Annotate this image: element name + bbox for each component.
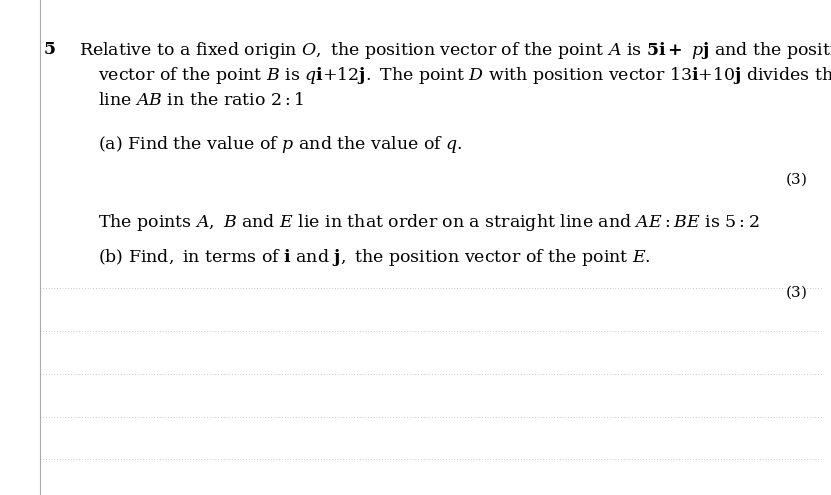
Text: $\mathrm{vector\ of\ the\ point\ }\mathit{B}\mathrm{\ is\ }\mathbf{\mathit{q}i}\: $\mathrm{vector\ of\ the\ point\ }\mathi…	[98, 65, 831, 86]
Text: $\mathrm{(b)\ Find,\ in\ terms\ of\ }\mathbf{i}\mathrm{\ and\ }\mathbf{j}\mathrm: $\mathrm{(b)\ Find,\ in\ terms\ of\ }\ma…	[98, 248, 651, 268]
Text: $\mathrm{(3)}$: $\mathrm{(3)}$	[785, 171, 808, 189]
Text: $\mathrm{(a)\ Find\ the\ value\ of\ }\mathit{p}\mathrm{\ and\ the\ value\ of\ }\: $\mathrm{(a)\ Find\ the\ value\ of\ }\ma…	[98, 134, 463, 154]
Text: $\mathbf{5}$: $\mathbf{5}$	[43, 40, 56, 57]
Text: $\mathrm{The\ points\ }\mathit{A}\mathrm{,\ }\mathit{B}\mathrm{\ and\ }\mathit{E: $\mathrm{The\ points\ }\mathit{A}\mathrm…	[98, 212, 760, 233]
Text: $\mathrm{Relative\ to\ a\ fixed\ origin\ }\mathit{O}\mathrm{,\ the\ position\ ve: $\mathrm{Relative\ to\ a\ fixed\ origin\…	[79, 40, 831, 60]
Text: $\mathrm{(3)}$: $\mathrm{(3)}$	[785, 283, 808, 301]
Text: $\mathrm{line\ }\mathit{AB}\mathrm{\ in\ the\ ratio\ }2\mathrm{:}1$: $\mathrm{line\ }\mathit{AB}\mathrm{\ in\…	[98, 91, 304, 109]
